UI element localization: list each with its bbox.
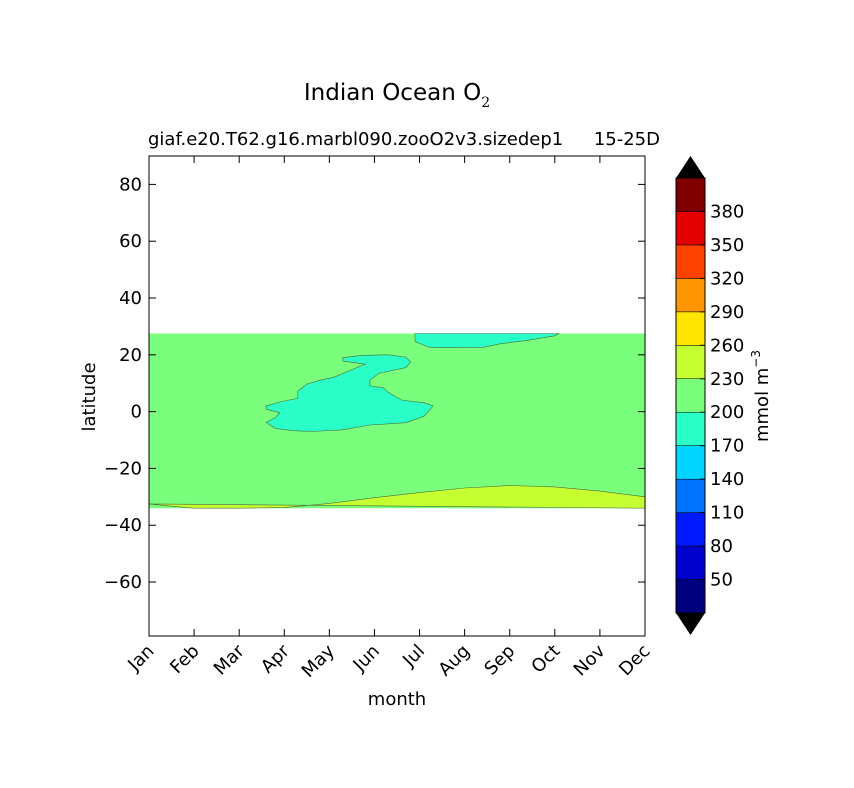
colorbar-segment (675, 311, 706, 346)
colorbar-tick-label: 320 (710, 268, 744, 289)
colorbar-segment (675, 545, 706, 580)
x-tick-label: Jul (398, 641, 429, 672)
y-tick-label: −20 (104, 458, 142, 479)
colorbar-tick-label: 350 (710, 235, 744, 256)
colorbar-over-triangle (676, 156, 705, 178)
colorbar-tick-label: 80 (710, 536, 733, 557)
x-tick-label: Feb (166, 641, 203, 678)
colorbar-segment (675, 211, 706, 246)
colorbar-tick-label: 140 (710, 469, 744, 490)
x-axis-label: month (368, 689, 426, 710)
colorbar-under-triangle (676, 613, 705, 635)
colorbar-tick-label: 290 (710, 302, 744, 323)
contour-regions (148, 333, 646, 509)
colorbar-segment (675, 177, 706, 212)
y-axis-label: latitude (79, 362, 100, 431)
colorbar-tick-label: 380 (710, 201, 744, 222)
colorbar-segment (675, 512, 706, 547)
y-tick-label: 40 (119, 288, 142, 309)
x-tick-label: Oct (527, 641, 564, 678)
y-tick-label: 20 (119, 345, 142, 366)
colorbar-segment (675, 478, 706, 513)
colorbar-tick-label: 200 (710, 402, 744, 423)
chart-subtitle-left: giaf.e20.T62.g16.marbl090.zooO2v3.sizede… (148, 129, 563, 150)
plot-area: Jan Feb Mar Apr May Jun Jul Aug Sep Oct Nov Dec 80 6… (104, 155, 655, 682)
chart-title: Indian Ocean O2 (304, 80, 490, 111)
x-tick-label: Aug (434, 641, 474, 681)
y-axis: 80 60 40 20 0 −20 −40 −60 (104, 174, 645, 593)
colorbar-frame (675, 177, 706, 614)
colorbar-label-exponent: −3 (749, 350, 763, 368)
y-tick-label: 80 (119, 174, 142, 195)
colorbar-segment (675, 411, 706, 446)
colorbar-segment (675, 244, 706, 279)
colorbar-segment (675, 445, 706, 480)
y-tick-label: −40 (104, 515, 142, 536)
x-tick-label: Jun (349, 641, 384, 676)
x-tick-label: Mar (210, 640, 249, 679)
colorbar-segment (675, 278, 706, 313)
contour-region-3 (265, 354, 434, 432)
chart-subtitle-right: 15-25D (594, 129, 660, 150)
contour-region-4 (414, 333, 560, 349)
colorbar-segment (675, 579, 706, 614)
title-subscript: 2 (481, 95, 490, 111)
colorbar-tick-label: 170 (710, 436, 744, 457)
y-tick-label: −60 (104, 572, 142, 593)
contour-region-2 (148, 485, 646, 509)
x-tick-label: Nov (570, 640, 610, 680)
x-tick-label: May (298, 640, 339, 681)
x-tick-label: Apr (257, 640, 294, 677)
x-tick-label: Dec (615, 641, 654, 680)
colorbar-segment (675, 345, 706, 380)
colorbar-label: mmol m−3 (749, 350, 773, 442)
y-tick-label: 60 (119, 231, 142, 252)
plot-frame (148, 155, 646, 637)
y-tick-label: 0 (131, 402, 142, 423)
colorbar-tick-label: 110 (710, 503, 744, 524)
colorbar-tick-label: 260 (710, 335, 744, 356)
colorbar-tick-label: 230 (710, 369, 744, 390)
colorbar: 50 80 110 140 170 200 230 260 290 320 350 380 (675, 156, 744, 635)
x-tick-label: Sep (480, 641, 519, 680)
colorbar-tick-label: 50 (710, 570, 733, 591)
x-tick-label: Jan (123, 641, 158, 676)
colorbar-segment (675, 378, 706, 413)
